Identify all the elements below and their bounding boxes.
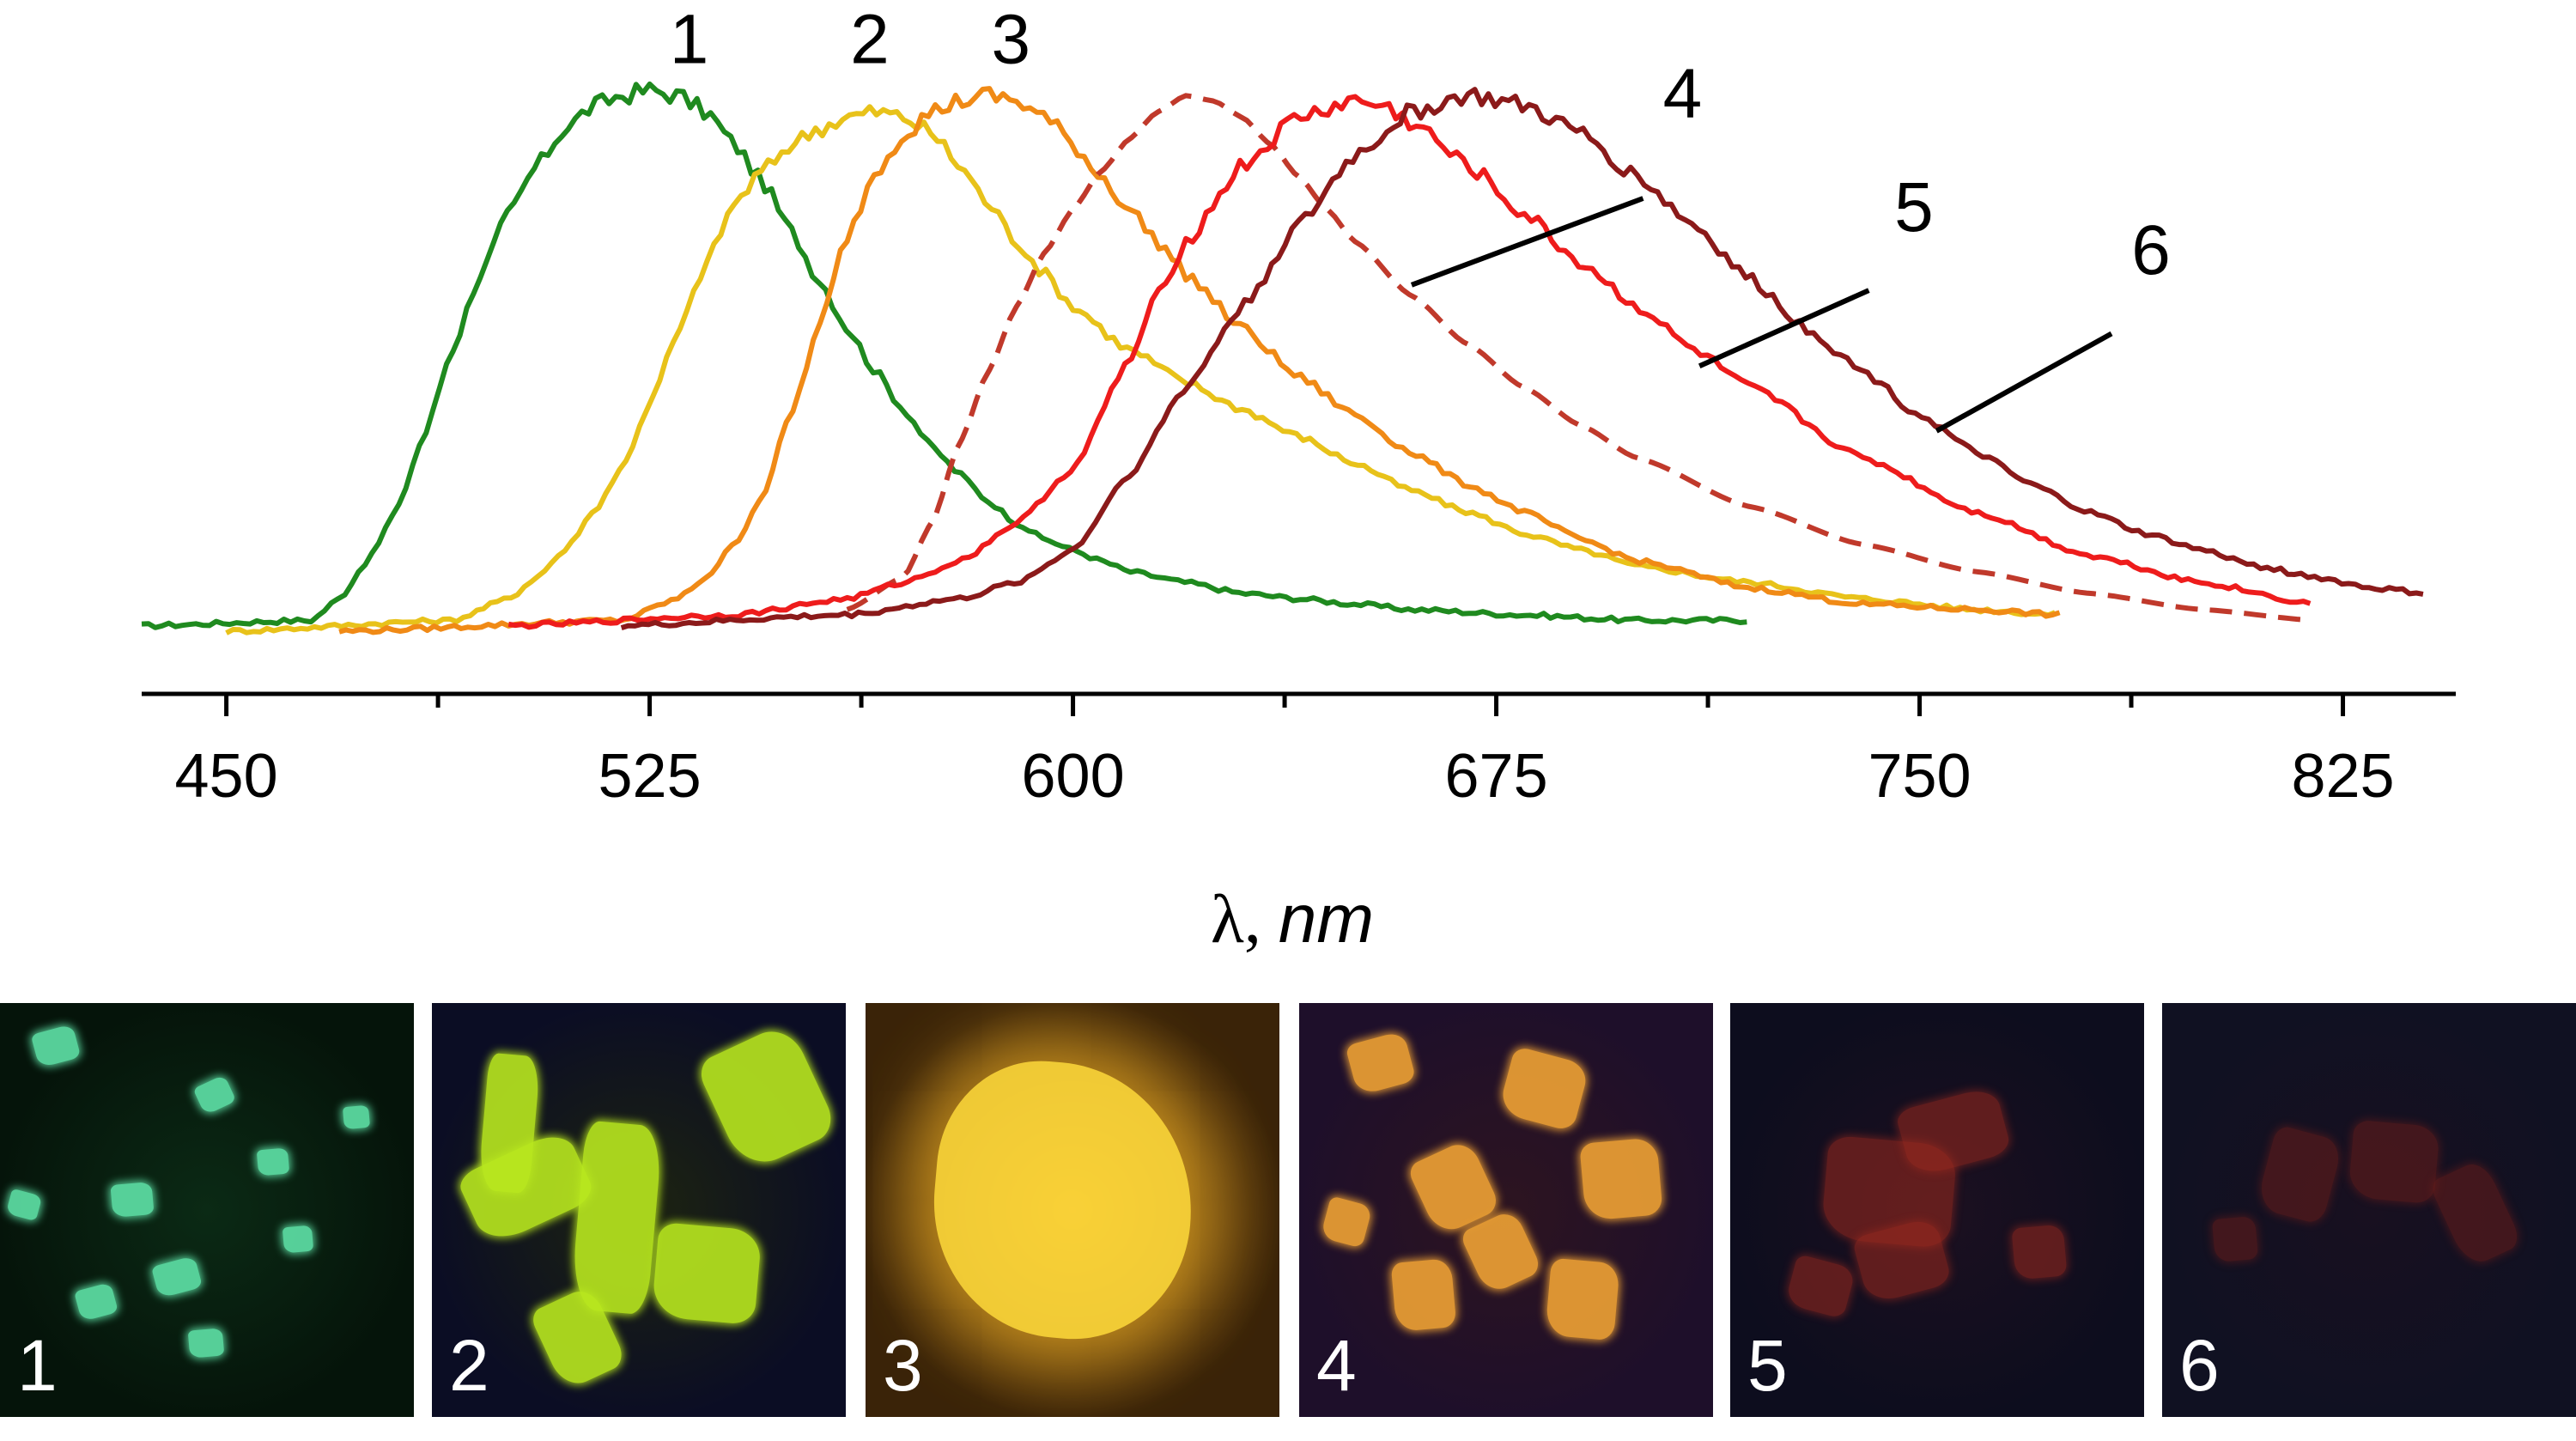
crystal-shape — [5, 1188, 43, 1222]
crystal-shape — [1894, 1085, 2013, 1179]
photo-number-label: 3 — [883, 1325, 923, 1406]
spectra-series-group — [141, 81, 2424, 635]
crystal-shape — [74, 1281, 118, 1322]
curve-label-2: 2 — [850, 1, 890, 79]
spectrum-line-2 — [225, 104, 2057, 635]
crystal-shape — [110, 1181, 155, 1219]
crystal-shape — [282, 1225, 314, 1254]
x-axis-title-unit: nm — [1279, 880, 1374, 957]
crystal-photo-strip: 1 2 3 4 5 6 — [0, 1003, 2576, 1417]
spectrum-line-1 — [141, 81, 1747, 630]
photo-number-label: 6 — [2179, 1325, 2220, 1406]
x-tick-label: 750 — [1868, 742, 1971, 811]
crystal-photo-2: 2 — [432, 1003, 846, 1417]
curve-leader-line — [1935, 331, 2113, 434]
crystal-photo-4: 4 — [1299, 1003, 1713, 1417]
x-axis-title-separator: , — [1244, 882, 1279, 958]
crystal-shape — [2348, 1119, 2440, 1205]
crystal-shape — [651, 1221, 762, 1326]
x-tick-label: 525 — [598, 742, 702, 811]
curve-label-6: 6 — [2131, 211, 2171, 289]
crystal-shape — [1784, 1253, 1856, 1320]
curve-leader-line — [1698, 288, 1870, 369]
crystal-shape — [922, 1052, 1204, 1349]
crystal-photo-1: 1 — [0, 1003, 414, 1417]
crystal-shape — [342, 1104, 371, 1130]
crystal-shape — [187, 1328, 225, 1359]
x-axis-ticks: 450 525 600 675 750 825 — [175, 694, 2395, 811]
crystal-shape — [1498, 1045, 1590, 1133]
crystal-shape — [1345, 1030, 1417, 1097]
x-tick-label: 450 — [175, 742, 278, 811]
curve-label-1: 1 — [670, 1, 709, 79]
crystal-photo-6: 6 — [2162, 1003, 2576, 1417]
photo-number-label: 2 — [449, 1325, 489, 1406]
crystal-shape — [695, 1021, 839, 1174]
crystal-shape — [192, 1074, 237, 1116]
curve-labels-group: 1 2 3 4 5 6 — [670, 1, 2171, 434]
spectrum-line-4 — [846, 93, 2311, 623]
emission-spectra-chart: 450 525 600 675 750 825 1 2 3 4 5 6 λ, nm — [141, 1, 2456, 958]
curve-label-3: 3 — [991, 1, 1030, 79]
x-axis-title-symbol: λ — [1211, 882, 1244, 958]
crystal-shape — [1390, 1258, 1457, 1332]
crystal-shape — [256, 1147, 290, 1177]
crystal-shape — [1579, 1137, 1663, 1221]
curve-label-4: 4 — [1663, 55, 1703, 133]
curve-leader-line — [1410, 196, 1644, 288]
photo-number-label: 4 — [1316, 1325, 1357, 1406]
crystal-photo-5: 5 — [1730, 1003, 2144, 1417]
crystal-shape — [1320, 1195, 1373, 1249]
spectrum-line-3 — [338, 86, 2061, 635]
spectrum-line-6 — [620, 87, 2424, 630]
crystal-shape — [2428, 1158, 2523, 1269]
crystal-photo-3: 3 — [866, 1003, 1279, 1417]
crystal-shape — [30, 1024, 82, 1068]
crystal-shape — [2211, 1215, 2259, 1263]
photo-number-label: 1 — [17, 1325, 58, 1406]
x-tick-label: 600 — [1022, 742, 1125, 811]
spectrum-line-5 — [507, 94, 2312, 630]
crystal-shape — [569, 1120, 664, 1316]
crystal-shape — [1545, 1257, 1620, 1341]
crystal-shape — [2011, 1224, 2068, 1280]
curve-label-5: 5 — [1894, 168, 1934, 246]
crystal-shape — [150, 1255, 204, 1299]
photo-number-label: 5 — [1747, 1325, 1788, 1406]
x-tick-label: 825 — [2291, 742, 2394, 811]
x-axis-title: λ, nm — [1211, 880, 1374, 958]
crystal-shape — [2255, 1124, 2344, 1225]
x-tick-label: 675 — [1444, 742, 1547, 811]
